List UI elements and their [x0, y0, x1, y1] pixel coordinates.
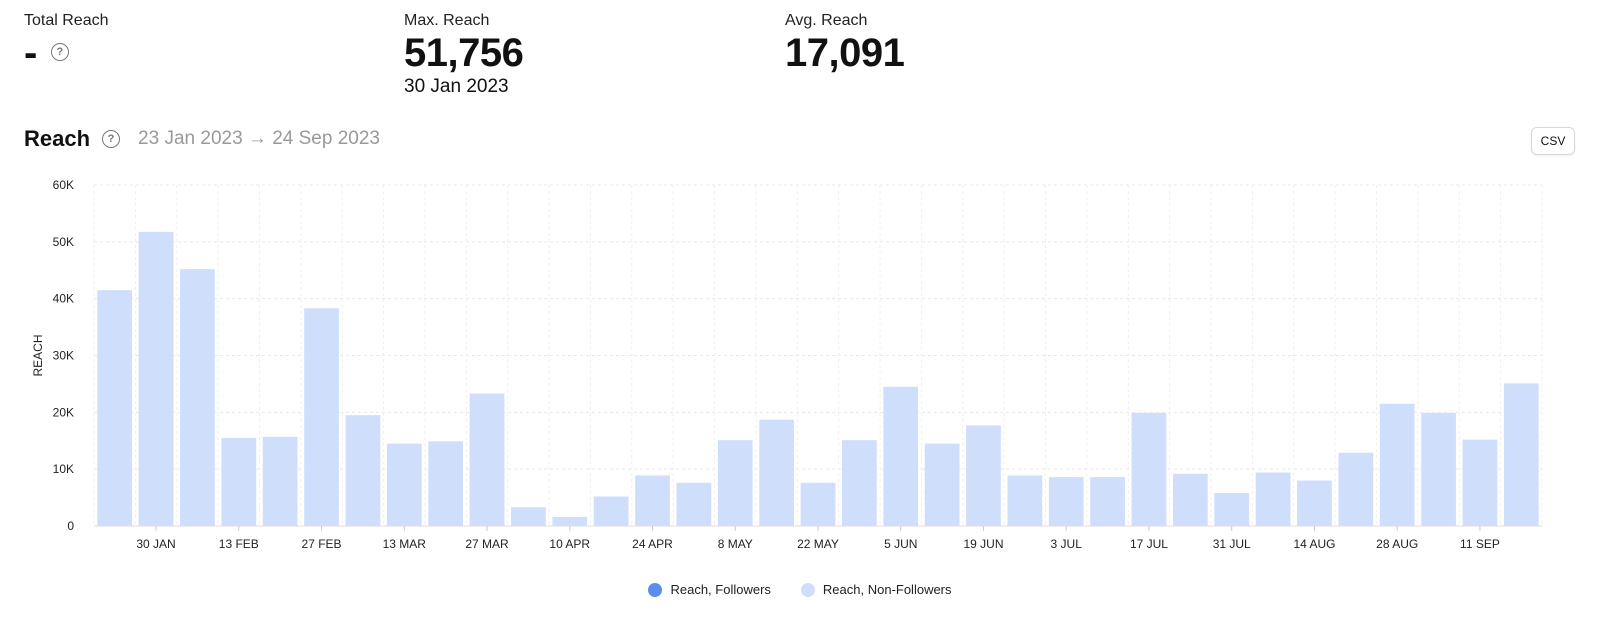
help-icon[interactable]: ? — [102, 130, 121, 148]
x-tick-label: 27 MAR — [465, 537, 509, 551]
y-axis-label: REACH — [31, 334, 45, 376]
legend-label-non-followers: Reach, Non-Followers — [822, 582, 952, 597]
bar-non-followers — [469, 393, 505, 526]
help-icon[interactable]: ? — [50, 43, 69, 61]
bar-non-followers — [511, 507, 546, 526]
avg-reach-label: Avg. Reach — [785, 12, 868, 29]
y-tick-label: 40K — [53, 292, 74, 306]
csv-export-button[interactable]: CSV — [1531, 127, 1575, 155]
bar-non-followers — [924, 443, 960, 526]
bar-non-followers — [138, 231, 174, 526]
bar-non-followers — [221, 437, 257, 526]
x-tick-label: 10 APR — [549, 537, 590, 551]
legend-label-followers: Reach, Followers — [670, 582, 771, 597]
x-tick-label: 27 FEB — [302, 537, 342, 551]
legend-swatch-followers — [648, 582, 663, 597]
bar-non-followers — [1255, 472, 1291, 526]
max-reach-stat: Max. Reach 51,756 30 Jan 2023 — [404, 12, 524, 98]
bar-non-followers — [1297, 480, 1332, 526]
y-tick-label: 0 — [67, 519, 74, 533]
bar-non-followers — [552, 516, 588, 526]
bar-non-followers — [345, 415, 381, 526]
bar-non-followers — [97, 290, 133, 526]
bar-non-followers — [386, 443, 422, 526]
y-tick-label: 20K — [53, 405, 74, 419]
x-tick-label: 13 MAR — [383, 537, 427, 551]
reach-section-header: Reach ? 23 Jan 2023 → 24 Sep 2023 — [24, 126, 380, 152]
bar-non-followers — [304, 308, 339, 526]
date-range: 23 Jan 2023 → 24 Sep 2023 — [138, 128, 380, 149]
bar-non-followers — [800, 482, 836, 526]
x-tick-label: 8 MAY — [718, 537, 753, 551]
reach-bar-chart: 0 10K 20K 30K 40K 50K 60K 30 JAN 13 FEB 27 FEB 13 … — [31, 178, 1543, 551]
total-reach-value: - — [24, 31, 37, 75]
bar-non-followers — [966, 425, 1001, 526]
bar-non-followers — [1172, 473, 1208, 526]
max-reach-label: Max. Reach — [404, 12, 490, 29]
x-tick-label: 22 MAY — [797, 537, 839, 551]
x-tick-label: 14 AUG — [1293, 537, 1335, 551]
x-tick-label: 19 JUN — [963, 537, 1003, 551]
legend-item-non-followers[interactable]: Reach, Non-Followers — [800, 582, 952, 597]
y-tick-label: 60K — [53, 178, 74, 192]
x-tick-label: 28 AUG — [1376, 537, 1418, 551]
bar-non-followers — [1462, 439, 1498, 526]
x-tick-label: 24 APR — [632, 537, 673, 551]
y-tick-label: 30K — [53, 349, 74, 363]
bar-non-followers — [262, 436, 298, 526]
bar-non-followers — [883, 386, 919, 526]
max-reach-value: 51,756 — [404, 31, 524, 75]
bar-non-followers — [841, 440, 877, 526]
bar-non-followers — [593, 496, 629, 526]
bar-non-followers — [1214, 493, 1250, 526]
legend-item-followers[interactable]: Reach, Followers — [648, 582, 771, 597]
bar-non-followers — [635, 475, 670, 526]
bar-non-followers — [717, 440, 753, 526]
max-reach-date: 30 Jan 2023 — [404, 76, 509, 97]
bar-non-followers — [1090, 477, 1125, 526]
x-tick-label: 31 JUL — [1213, 537, 1251, 551]
legend-swatch-non-followers — [800, 582, 815, 597]
bar-non-followers — [1503, 383, 1539, 526]
section-title: Reach — [24, 126, 91, 151]
bar-non-followers — [1338, 452, 1374, 526]
avg-reach-value: 17,091 — [785, 31, 905, 75]
bar-non-followers — [1131, 412, 1167, 526]
x-tick-label: 5 JUN — [884, 537, 917, 551]
x-tick-label: 11 SEP — [1460, 537, 1500, 551]
bar-non-followers — [1379, 403, 1415, 526]
bar-non-followers — [1421, 412, 1456, 526]
x-tick-label: 3 JUL — [1051, 537, 1083, 551]
y-tick-label: 10K — [53, 462, 74, 476]
bar-non-followers — [759, 419, 795, 526]
total-reach-label: Total Reach — [24, 12, 109, 29]
x-tick-label: 30 JAN — [136, 537, 175, 551]
x-tick-label: 13 FEB — [219, 537, 259, 551]
bar-non-followers — [1048, 477, 1084, 526]
y-tick-label: 50K — [53, 235, 74, 249]
bar-non-followers — [1007, 475, 1043, 526]
chart-legend: Reach, Followers Reach, Non-Followers — [0, 582, 1600, 597]
x-tick-label: 17 JUL — [1130, 537, 1168, 551]
total-reach-stat: Total Reach - ? — [24, 12, 109, 74]
bar-non-followers — [180, 269, 215, 526]
bar-non-followers — [676, 482, 712, 526]
bar-non-followers — [428, 441, 464, 526]
avg-reach-stat: Avg. Reach 17,091 — [785, 12, 905, 75]
